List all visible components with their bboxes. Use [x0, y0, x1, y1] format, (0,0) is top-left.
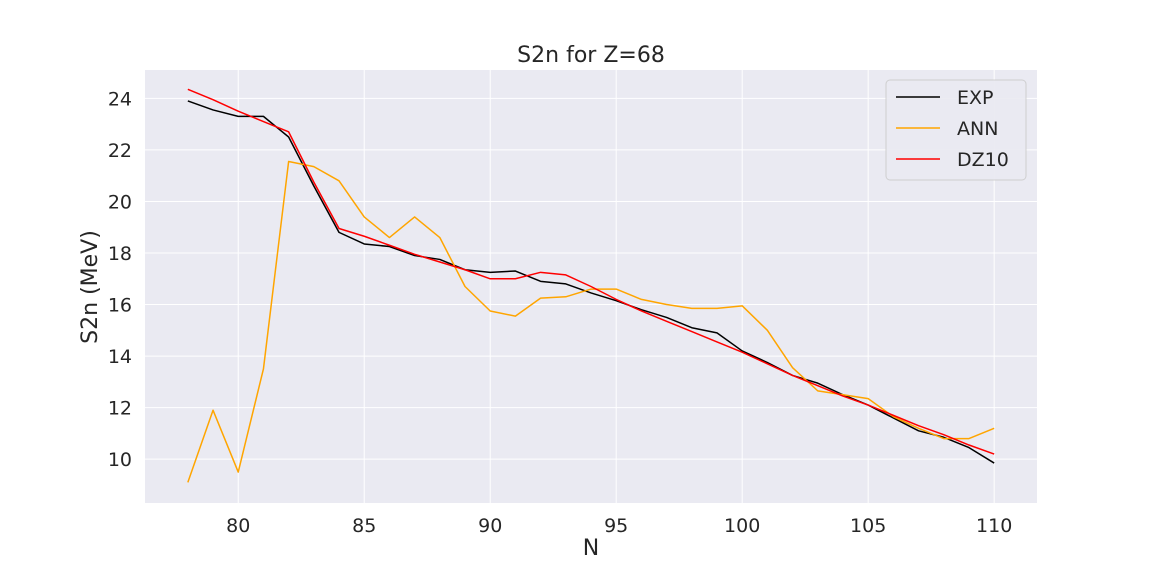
- x-axis-label: N: [583, 536, 599, 561]
- y-tick-label: 12: [108, 398, 132, 420]
- y-tick-label: 10: [108, 449, 132, 471]
- legend-label-dz10: DZ10: [957, 149, 1009, 171]
- series-line-dz10: [187, 88, 995, 455]
- legend-box: [885, 79, 1027, 181]
- x-tick-label: 100: [724, 515, 760, 537]
- y-tick-labels: 10 12 14 16 18 20 22 24: [108, 88, 132, 471]
- y-tick-label: 24: [108, 88, 132, 110]
- x-tick-label: 80: [226, 515, 250, 537]
- legend-label-exp: EXP: [957, 87, 993, 109]
- series-lines: [187, 88, 995, 483]
- x-tick-label: 95: [604, 515, 628, 537]
- x-tick-label: 85: [352, 515, 376, 537]
- x-tick-labels: 80 85 90 95 100 105 110: [226, 515, 1012, 537]
- x-tick-label: 105: [850, 515, 886, 537]
- x-tick-label: 110: [976, 515, 1012, 537]
- series-line-ann: [187, 160, 995, 483]
- y-tick-label: 20: [108, 191, 132, 213]
- y-tick-label: 16: [108, 295, 132, 317]
- legend: EXP ANN DZ10: [885, 79, 1027, 181]
- y-tick-label: 14: [108, 346, 132, 368]
- legend-label-ann: ANN: [957, 118, 998, 140]
- x-tick-label: 90: [478, 515, 502, 537]
- y-tick-label: 18: [108, 243, 132, 265]
- grid-lines: [145, 70, 1037, 503]
- y-axis-label: S2n (MeV): [78, 230, 103, 344]
- chart-title: S2n for Z=68: [517, 43, 665, 68]
- y-tick-label: 22: [108, 140, 132, 162]
